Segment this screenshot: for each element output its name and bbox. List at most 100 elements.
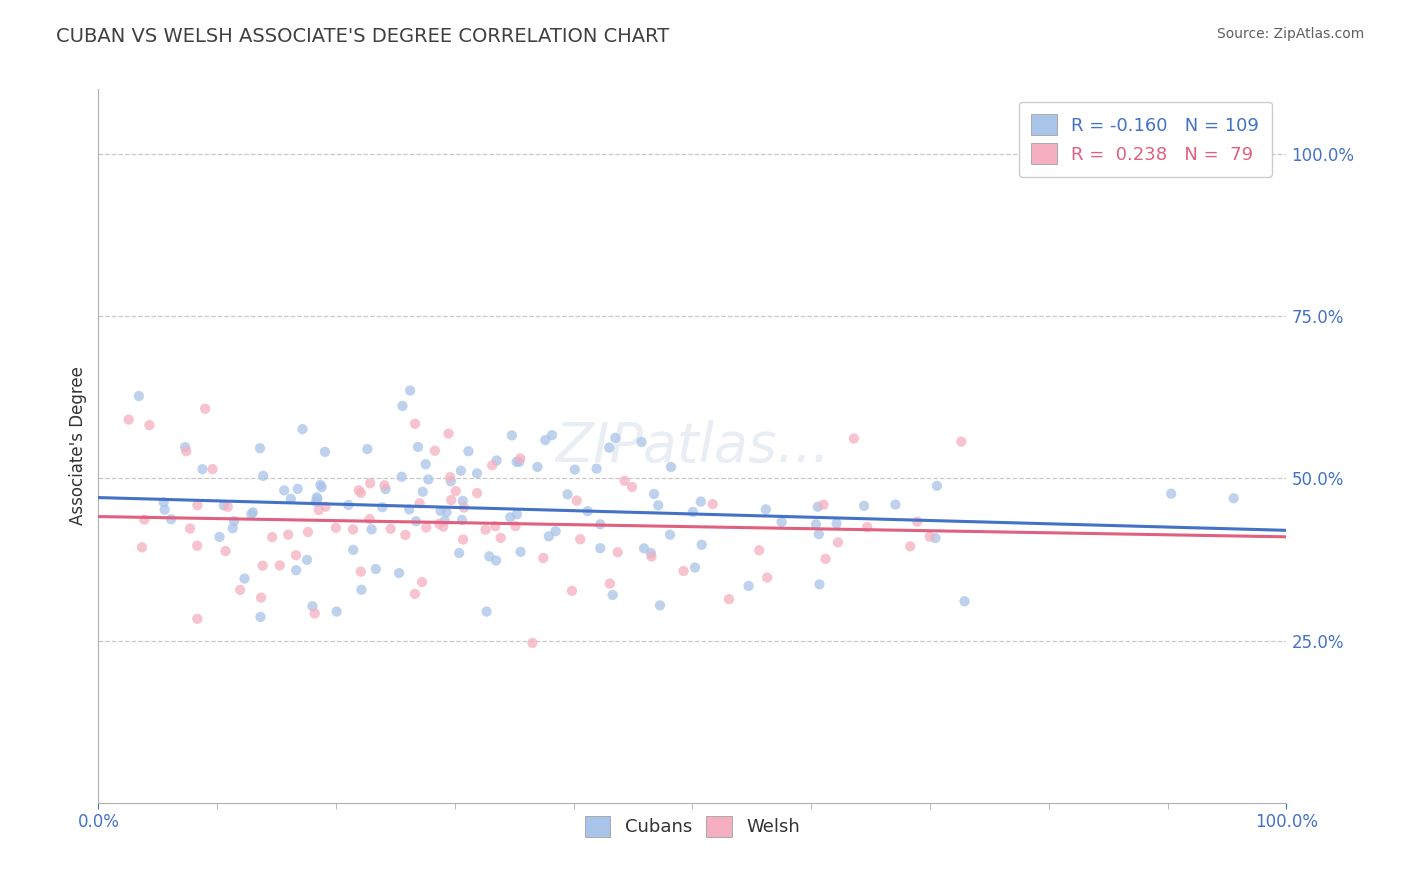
Point bbox=[509, 545, 531, 559]
Point bbox=[465, 486, 488, 500]
Point bbox=[564, 462, 586, 476]
Point bbox=[285, 563, 308, 577]
Point bbox=[118, 412, 141, 426]
Point bbox=[598, 441, 620, 455]
Point bbox=[756, 570, 779, 584]
Point bbox=[807, 527, 830, 541]
Point bbox=[201, 462, 224, 476]
Point bbox=[437, 426, 460, 441]
Point bbox=[481, 458, 503, 473]
Point bbox=[451, 513, 474, 527]
Point bbox=[273, 483, 295, 498]
Point bbox=[453, 500, 475, 515]
Point bbox=[531, 551, 554, 566]
Point bbox=[475, 605, 498, 619]
Point bbox=[174, 444, 197, 458]
Point bbox=[433, 514, 456, 528]
Point bbox=[186, 498, 208, 512]
Point bbox=[436, 505, 458, 519]
Point bbox=[557, 487, 579, 501]
Point bbox=[825, 516, 848, 531]
Point bbox=[499, 510, 522, 524]
Point bbox=[356, 442, 378, 456]
Point bbox=[415, 457, 437, 471]
Point bbox=[643, 487, 665, 501]
Point bbox=[770, 515, 793, 529]
Point bbox=[262, 530, 284, 544]
Point bbox=[374, 482, 396, 496]
Point bbox=[589, 517, 612, 532]
Point bbox=[249, 610, 271, 624]
Point bbox=[853, 499, 876, 513]
Point bbox=[229, 582, 252, 597]
Point bbox=[285, 549, 308, 563]
Point bbox=[191, 462, 214, 476]
Point bbox=[350, 565, 373, 579]
Point bbox=[690, 538, 713, 552]
Point bbox=[450, 464, 472, 478]
Point bbox=[311, 480, 333, 494]
Point bbox=[411, 575, 433, 590]
Point bbox=[508, 455, 530, 469]
Point bbox=[131, 541, 153, 555]
Point bbox=[814, 551, 837, 566]
Point bbox=[252, 468, 274, 483]
Point bbox=[605, 431, 627, 445]
Point bbox=[748, 543, 770, 558]
Point bbox=[440, 493, 463, 508]
Text: Source: ZipAtlas.com: Source: ZipAtlas.com bbox=[1216, 27, 1364, 41]
Point bbox=[391, 399, 413, 413]
Point bbox=[905, 515, 928, 529]
Point bbox=[444, 484, 467, 499]
Point bbox=[569, 533, 592, 547]
Point bbox=[449, 546, 471, 560]
Point bbox=[408, 496, 430, 510]
Point bbox=[252, 558, 274, 573]
Point bbox=[138, 418, 160, 433]
Point bbox=[526, 459, 548, 474]
Point bbox=[222, 521, 245, 535]
Point bbox=[224, 514, 246, 528]
Point bbox=[689, 494, 711, 508]
Point bbox=[585, 461, 607, 475]
Point bbox=[194, 401, 217, 416]
Point bbox=[269, 558, 291, 573]
Point bbox=[541, 428, 564, 442]
Point bbox=[484, 519, 506, 533]
Point bbox=[404, 417, 426, 431]
Point bbox=[485, 553, 508, 567]
Point bbox=[561, 583, 583, 598]
Point bbox=[485, 453, 508, 467]
Point bbox=[350, 582, 373, 597]
Point bbox=[827, 535, 849, 549]
Y-axis label: Associate's Degree: Associate's Degree bbox=[69, 367, 87, 525]
Point bbox=[505, 455, 527, 469]
Point bbox=[217, 500, 239, 514]
Point bbox=[359, 512, 381, 526]
Point bbox=[250, 591, 273, 605]
Point bbox=[856, 520, 879, 534]
Point bbox=[489, 531, 512, 545]
Point bbox=[478, 549, 501, 564]
Point bbox=[307, 492, 329, 507]
Point bbox=[380, 522, 402, 536]
Point bbox=[717, 592, 740, 607]
Point bbox=[212, 499, 235, 513]
Point bbox=[505, 519, 527, 533]
Point bbox=[808, 577, 831, 591]
Point bbox=[683, 560, 706, 574]
Point bbox=[277, 527, 299, 541]
Point bbox=[308, 503, 330, 517]
Point bbox=[451, 533, 474, 547]
Point bbox=[804, 517, 827, 532]
Point bbox=[647, 498, 669, 512]
Point bbox=[537, 529, 560, 543]
Point bbox=[291, 422, 314, 436]
Point bbox=[898, 540, 921, 554]
Point bbox=[337, 498, 360, 512]
Point bbox=[304, 607, 326, 621]
Point bbox=[391, 470, 413, 484]
Point bbox=[305, 495, 328, 509]
Point bbox=[534, 433, 557, 447]
Point bbox=[672, 564, 695, 578]
